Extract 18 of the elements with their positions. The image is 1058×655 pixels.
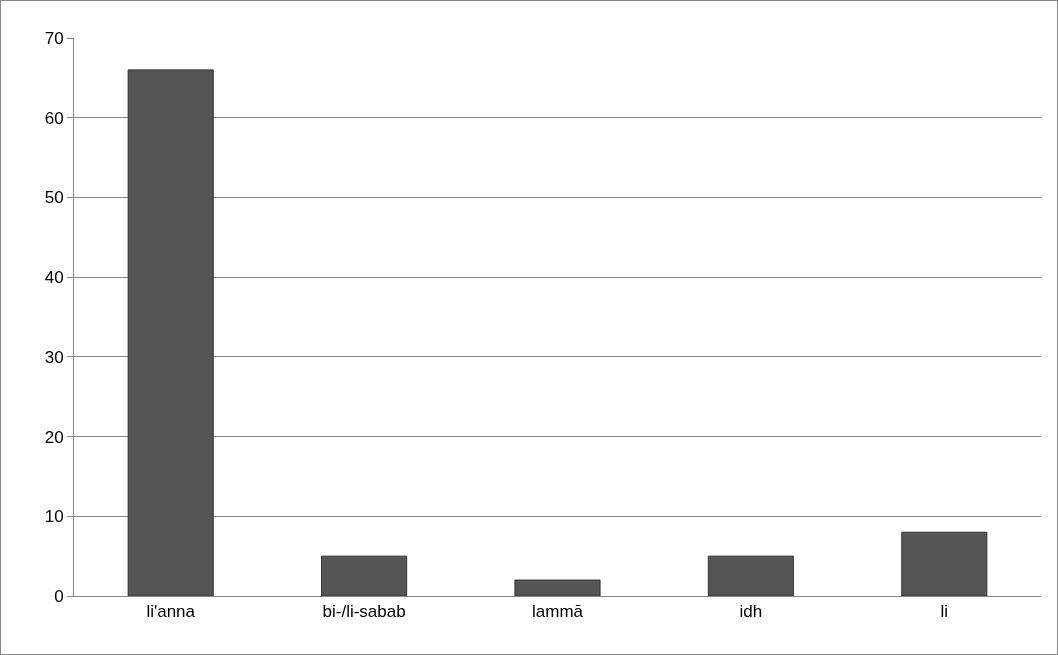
x-tick-label: lammā (531, 602, 584, 622)
y-tick-label: 60 (44, 108, 64, 128)
bar (901, 531, 988, 596)
y-tick-label: 50 (44, 188, 64, 208)
bar (707, 555, 794, 596)
x-tick-label: idh (739, 602, 763, 622)
x-tick-label: bi-/li-sabab (322, 602, 406, 622)
y-tick-label: 10 (44, 507, 64, 527)
y-tick-label: 20 (44, 427, 64, 447)
bar (127, 69, 214, 596)
x-tick-label: li'anna (146, 602, 196, 622)
bar (321, 555, 408, 596)
x-tick-label: li (940, 602, 949, 622)
bar (514, 579, 601, 596)
y-tick-label: 0 (54, 586, 64, 606)
y-tick-label: 30 (44, 347, 64, 367)
y-tick-label: 70 (44, 28, 64, 48)
y-tick-label: 40 (44, 268, 64, 288)
